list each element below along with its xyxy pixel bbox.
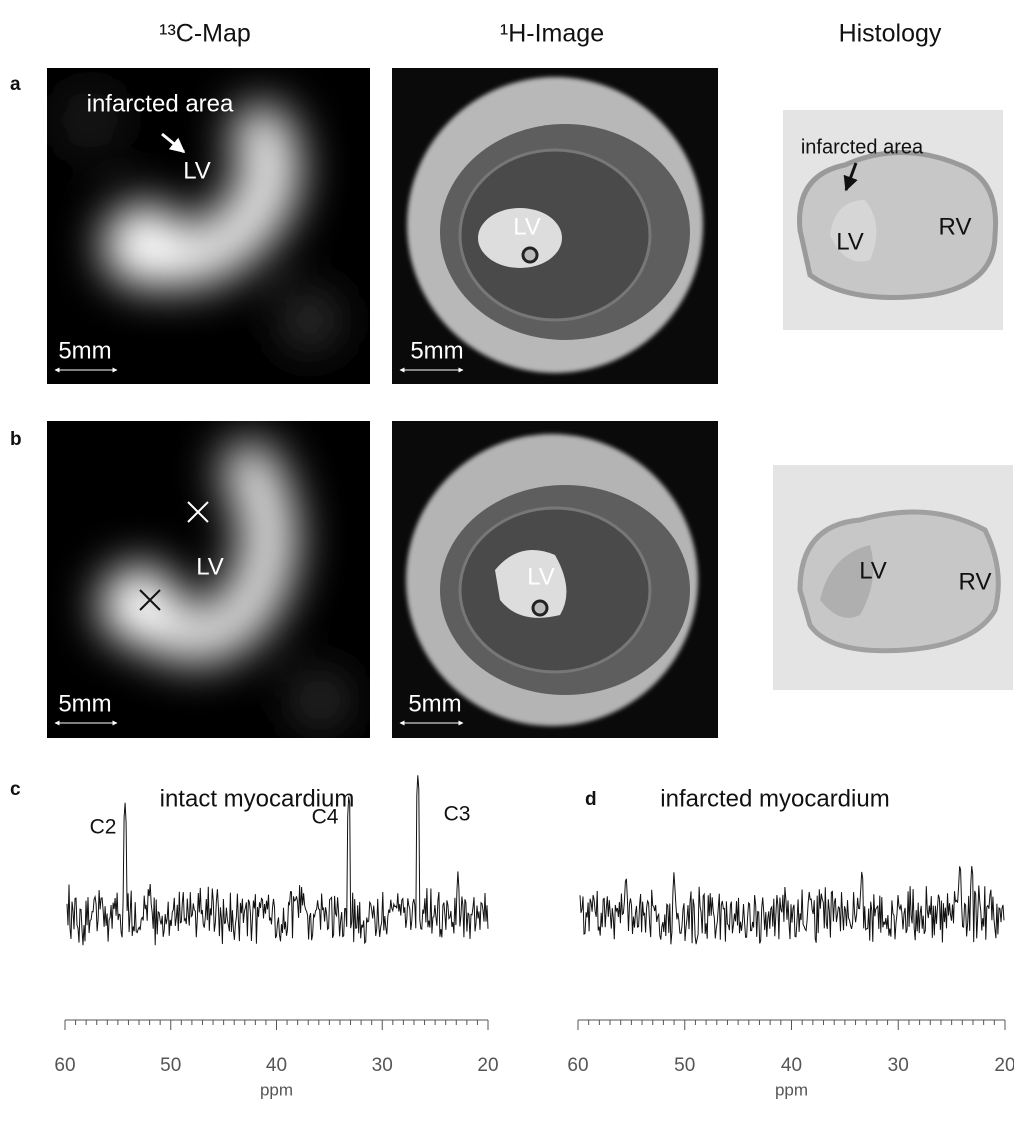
axis-label: ppm — [775, 1080, 808, 1099]
scale-label: 5mm — [408, 690, 461, 717]
column-header: ¹³C-Map — [159, 20, 251, 48]
tick-label: 50 — [674, 1055, 695, 1076]
annotation: infarcted area — [87, 90, 234, 117]
peak-label: C2 — [90, 816, 117, 839]
scale-label: 5mm — [410, 337, 463, 364]
tick-label: 30 — [372, 1055, 393, 1076]
column-header: Histology — [839, 20, 942, 48]
figure: ¹³C-Map ¹H-Image Histology a infarcted a… — [0, 0, 1014, 1145]
annotation: infarcted area — [801, 136, 924, 158]
spectrum: 60 50 40 30 20 ppm — [54, 775, 498, 1099]
spectrum: 60 50 40 30 20 ppm — [567, 866, 1014, 1099]
spectrum-trace — [580, 866, 1004, 944]
panel-label: a — [10, 74, 21, 95]
tick-label: 20 — [477, 1055, 498, 1076]
tick-label: 60 — [54, 1055, 75, 1076]
peak-label: C3 — [444, 803, 471, 826]
annotation: LV — [836, 228, 864, 255]
tick-label: 20 — [994, 1055, 1014, 1076]
annotation: RV — [959, 568, 992, 595]
annotation: LV — [859, 557, 887, 584]
panel-label: d — [585, 789, 597, 810]
panel-label: c — [10, 779, 21, 800]
tick-label: 60 — [567, 1055, 588, 1076]
annotation: LV — [183, 157, 211, 184]
annotation: RV — [939, 213, 972, 240]
peak-label: C4 — [312, 806, 339, 829]
tick-label: 50 — [160, 1055, 181, 1076]
scale-label: 5mm — [58, 337, 111, 364]
panel-label: b — [10, 429, 22, 450]
scale-label: 5mm — [58, 690, 111, 717]
tick-label: 30 — [888, 1055, 909, 1076]
axis-label: ppm — [260, 1080, 293, 1099]
tick-label: 40 — [266, 1055, 287, 1076]
column-header: ¹H-Image — [500, 20, 604, 48]
annotation: LV — [513, 213, 541, 240]
spectrum-title: infarcted myocardium — [660, 785, 889, 812]
tick-label: 40 — [781, 1055, 802, 1076]
annotation: LV — [196, 553, 224, 580]
annotation: LV — [527, 563, 555, 590]
